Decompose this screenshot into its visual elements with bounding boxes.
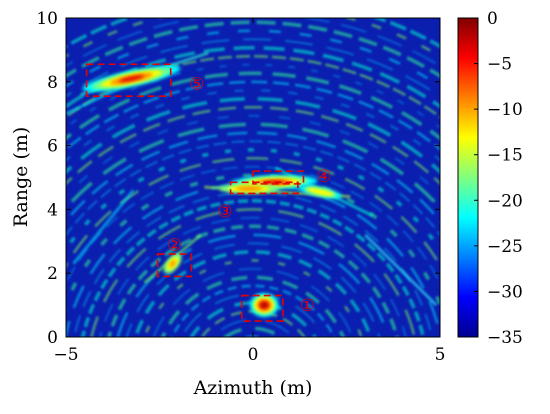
colorbar-tick-label: −35 [487, 328, 523, 348]
y-tick-label: 2 [47, 264, 58, 284]
sidelobe-streak [72, 189, 135, 265]
target-label: ② [167, 235, 182, 255]
sidelobe-arc [66, 148, 440, 253]
x-axis-label: Azimuth (m) [193, 377, 313, 399]
target-response [260, 302, 268, 309]
target-label: ④ [316, 167, 331, 187]
colorbar-tick-label: −5 [487, 55, 512, 75]
sidelobe-arc [152, 268, 354, 337]
target-label: ⑤ [189, 74, 204, 94]
sidelobe-arc [66, 166, 440, 285]
sidelobe-arc [66, 46, 440, 109]
sidelobe-arc [116, 233, 390, 337]
colorbar-gradient [457, 17, 479, 338]
y-tick-label: 4 [47, 200, 58, 220]
sidelobe-arc [66, 38, 440, 98]
colorbar: 0 −5 −10 −15 −20 −25 −30 −35 [457, 9, 523, 348]
sidelobe-streak [364, 233, 438, 307]
target-label: ③ [217, 202, 232, 222]
sidelobe-arc [81, 199, 425, 337]
x-tick-label: −5 [53, 345, 78, 365]
target-response [235, 186, 263, 191]
target-response [169, 260, 176, 268]
target-box [252, 170, 305, 185]
sidelobe-arc [133, 250, 373, 337]
x-axis: −5 0 5 [53, 18, 445, 365]
colorbar-tick-label: −15 [487, 146, 523, 166]
y-axis-label: Range (m) [10, 127, 32, 228]
target-response [262, 180, 286, 185]
sidelobe-arc [66, 71, 440, 141]
colorbar-tick-label: −20 [487, 191, 523, 211]
colorbar-tick-label: 0 [487, 9, 498, 29]
y-tick-label: 10 [36, 9, 58, 29]
colorbar-tick-label: −25 [487, 237, 523, 257]
colorbar-tick-label: −30 [487, 282, 523, 302]
sidelobe-arc [66, 115, 440, 197]
y-tick-label: 6 [47, 137, 58, 157]
sidelobe-arc [90, 208, 416, 337]
target-box [229, 181, 299, 195]
y-tick-label: 8 [47, 73, 58, 93]
sidelobe-arc [66, 157, 440, 268]
target-box [85, 63, 172, 97]
colorbar-ticks: 0 −5 −10 −15 −20 −25 −30 −35 [474, 9, 523, 348]
y-tick-label: 0 [47, 328, 58, 348]
x-tick-label: 5 [435, 345, 446, 365]
x-tick-label: 0 [248, 345, 259, 365]
sidelobe-arc [66, 106, 440, 186]
sidelobe-arc [125, 242, 381, 337]
target-response [305, 187, 336, 197]
sidelobe-arc [66, 80, 440, 151]
target-label: ① [300, 296, 315, 316]
sidelobe-arc [107, 224, 399, 337]
target-annotations: ① ② ③ ④ ⑤ [85, 63, 332, 322]
colorbar-tick-label: −10 [487, 100, 523, 120]
sidelobe-arc [143, 259, 363, 337]
y-axis: 0 2 4 6 8 10 [36, 9, 440, 348]
sidelobe-arc [66, 140, 440, 236]
plot-area: ① ② ③ ④ ⑤ [65, 17, 441, 338]
target-response [118, 75, 145, 82]
target-responses [82, 65, 342, 318]
sidelobe-arc [99, 217, 407, 337]
target-box [156, 253, 193, 278]
